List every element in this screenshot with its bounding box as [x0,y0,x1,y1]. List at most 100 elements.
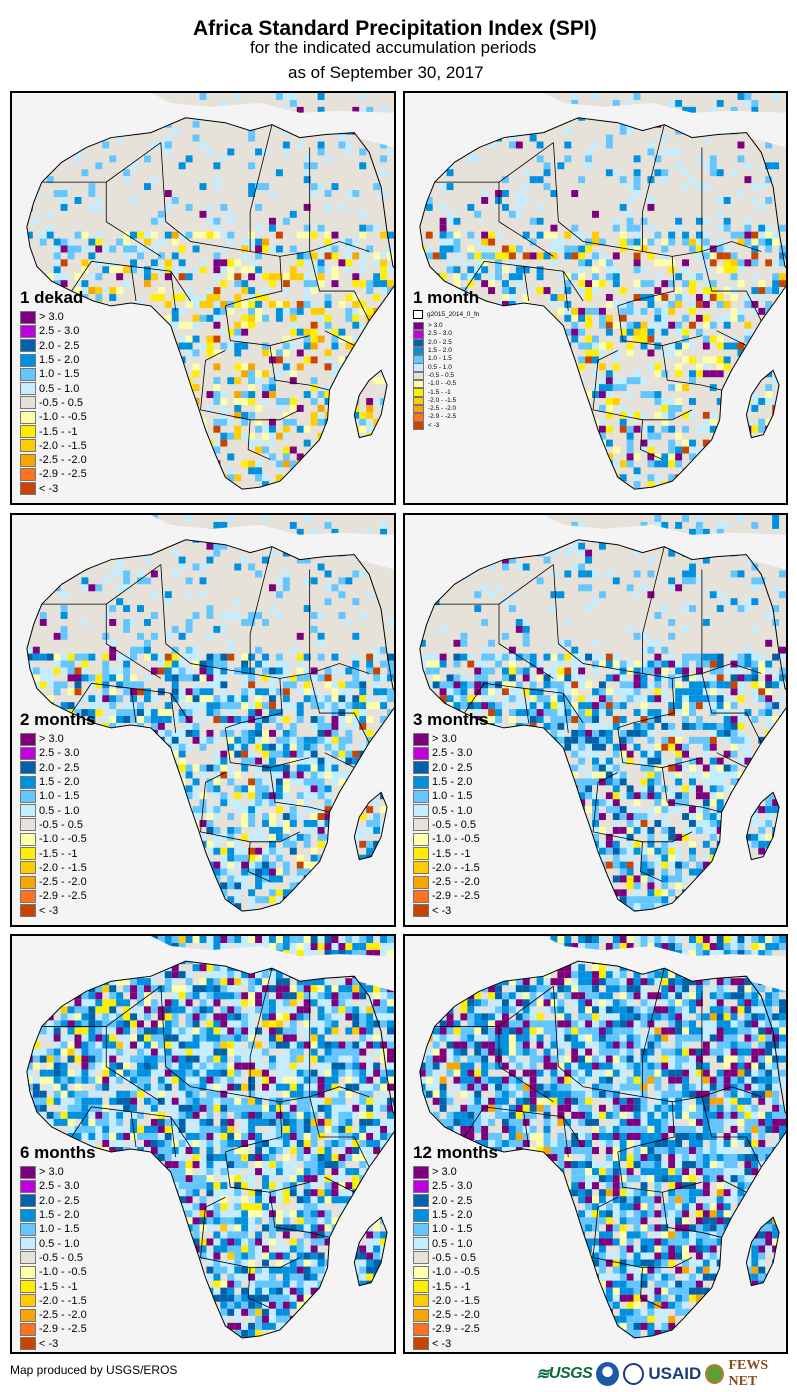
spi-cell [730,370,738,378]
spi-cell [772,584,780,592]
spi-cell [522,446,530,454]
spi-cell [81,667,89,675]
spi-cell [137,889,144,897]
spi-cell [682,169,690,177]
spi-cell [60,273,68,281]
spi-cell [481,660,489,668]
spi-cell [143,245,151,253]
spi-cell [220,695,228,703]
spi-cell [654,391,662,399]
spi-cell [425,521,433,529]
spi-cell [598,391,606,399]
spi-cell [185,882,193,890]
spi-cell [26,259,33,267]
spi-cell [481,245,489,253]
spi-cell [317,93,325,100]
spi-cell [529,425,537,433]
spi-cell [123,549,131,557]
spi-cell [439,127,447,135]
spi-cell [26,653,33,661]
spi-cell [60,280,68,288]
spi-cell [359,453,367,461]
legend-item: 0.5 - 1.0 [20,803,96,818]
spi-cell [557,660,565,668]
spi-cell [453,252,461,260]
spi-cell [695,314,703,322]
spi-cell [331,875,339,883]
spi-cell [116,598,124,606]
spi-cell [543,653,551,661]
spi-cell [612,377,620,385]
spi-cell [234,771,242,779]
spi-cell [709,259,717,267]
legend-swatch [20,467,36,481]
spi-cell [109,667,117,675]
spi-cell [501,418,509,426]
spi-cell [345,618,353,626]
spi-cell [324,252,332,260]
spi-cell [248,127,256,135]
spi-cell [143,639,151,647]
spi-cell [150,826,158,834]
spi-cell [143,446,151,454]
spi-cell [689,453,696,461]
spi-cell [359,702,367,710]
spi-cell [366,695,374,703]
spi-cell [716,169,724,177]
spi-cell [157,799,165,807]
spi-cell [123,896,131,904]
spi-cell [366,224,374,232]
spi-cell [289,370,297,378]
spi-cell [88,404,96,412]
spi-cell [585,653,593,661]
spi-cell [199,591,207,599]
spi-cell [661,300,669,308]
spi-cell [744,605,752,613]
spi-cell [501,252,509,260]
spi-cell [508,695,516,703]
spi-cell [130,439,138,447]
spi-cell [39,702,47,710]
spi-cell [419,556,426,564]
spi-cell [324,702,332,710]
spi-cell [324,813,332,821]
spi-cell [296,106,304,114]
spi-cell [178,868,186,876]
spi-cell [102,404,110,412]
spi-cell [255,238,263,246]
spi-cell [123,266,131,274]
spi-cell [654,432,662,440]
spi-cell [709,549,717,557]
spi-cell [564,404,572,412]
spi-cell [143,813,151,821]
spi-cell [737,467,745,475]
spi-cell [338,840,346,848]
spi-cell [716,521,724,529]
spi-cell [647,280,655,288]
spi-cell [467,252,475,260]
spi-cell [619,231,627,239]
spi-cell [515,328,523,336]
spi-cell [157,217,165,225]
spi-cell [501,287,509,295]
spi-cell [102,439,110,447]
spi-cell [689,356,696,364]
spi-cell [522,411,530,419]
spi-cell [432,127,440,135]
spi-cell [501,653,509,661]
spi-cell [157,813,165,821]
spi-cell [12,771,19,778]
spi-cell [501,245,509,253]
spi-cell [227,307,235,315]
spi-cell [345,903,353,911]
spi-cell [213,667,221,675]
spi-cell [61,924,68,925]
spi-cell [116,847,124,855]
legend-swatch [413,388,424,397]
spi-cell [123,238,131,246]
spi-cell [178,667,186,675]
spi-cell [338,847,346,855]
spi-cell [730,287,738,295]
spi-cell [366,889,374,897]
spi-cell [345,411,353,419]
